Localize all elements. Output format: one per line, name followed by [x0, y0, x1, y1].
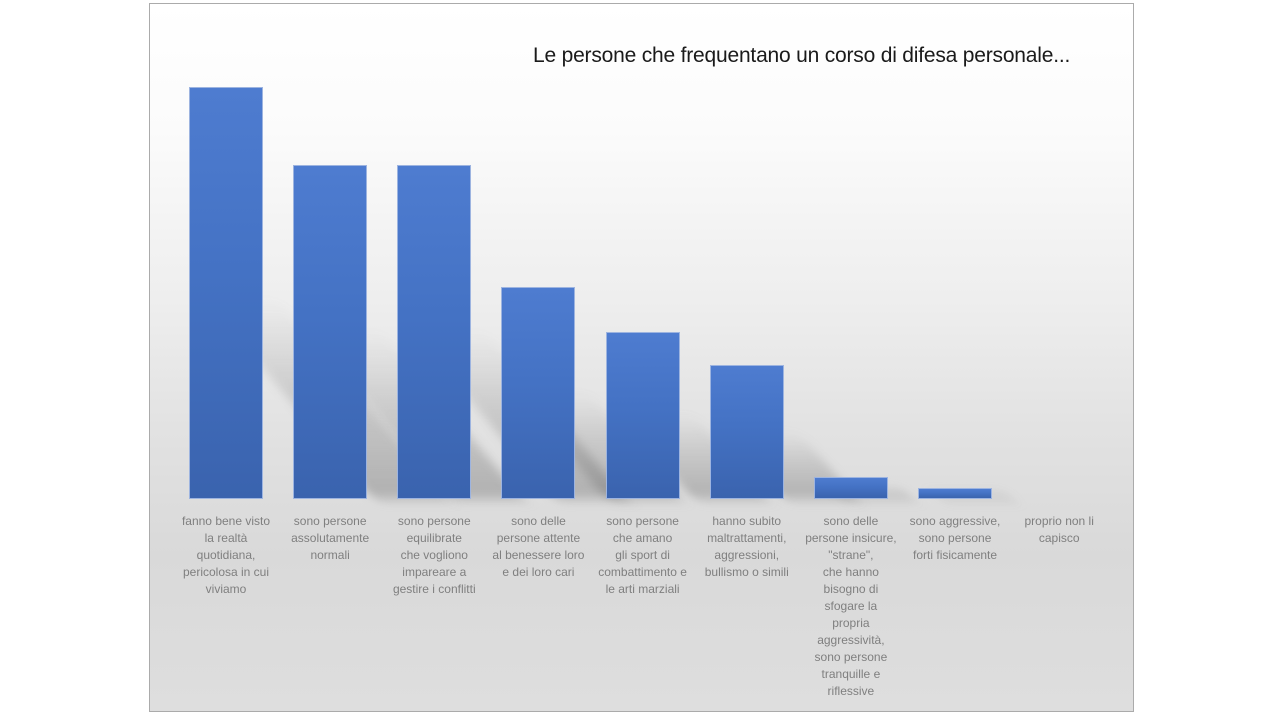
bar [189, 87, 263, 499]
category-label: sono aggressive, sono persone forti fisi… [909, 514, 1001, 562]
category-label: sono persone assolutamente normali [291, 514, 370, 562]
category-label: sono delle persone attente al benessere … [492, 514, 585, 579]
category-label: hanno subito maltrattamenti, aggressioni… [704, 514, 789, 579]
bar [397, 164, 472, 499]
bar [605, 331, 680, 499]
category-label: sono persone equilibrate che vogliono im… [392, 514, 476, 596]
category-label: sono delle persone insicure, "strane", c… [805, 514, 897, 698]
bar [293, 164, 368, 499]
bar [918, 487, 993, 499]
bar [709, 365, 784, 499]
category-label: fanno bene visto la realtà quotidiana, p… [181, 514, 271, 596]
slide: Le persone che frequentano un corso di d… [149, 3, 1134, 712]
category-label: sono persone che amano gli sport di comb… [598, 514, 687, 596]
bar [813, 476, 888, 499]
bar [501, 287, 576, 499]
category-label: proprio non li capisco [1024, 514, 1094, 545]
plot-area: fanno bene visto la realtà quotidiana, p… [150, 4, 1133, 711]
chart-title: Le persone che frequentano un corso di d… [533, 44, 1071, 67]
